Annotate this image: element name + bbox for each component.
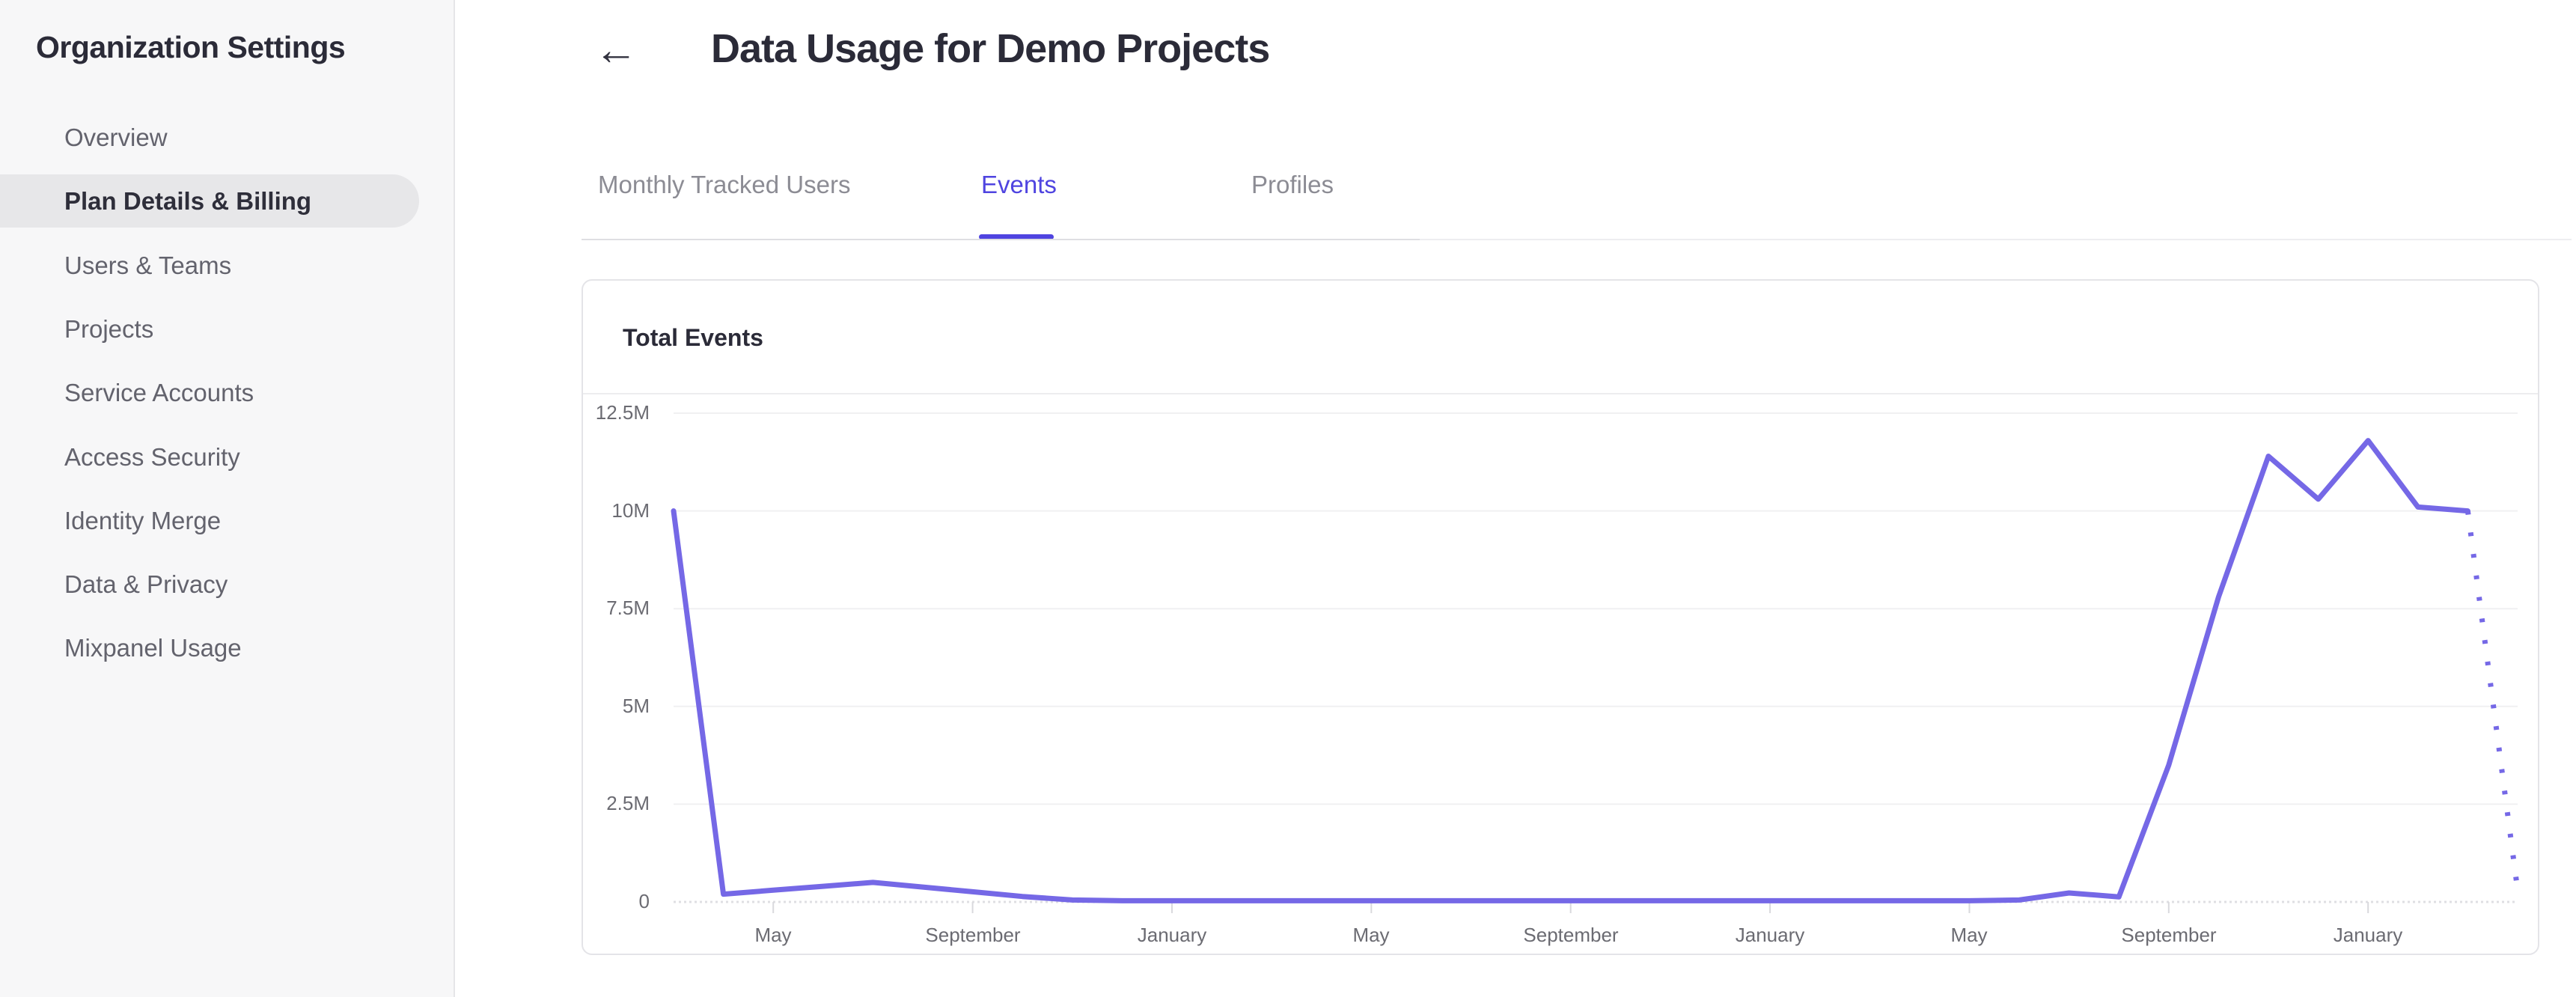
y-axis-label: 10M xyxy=(611,499,650,522)
sidebar-item-active[interactable]: Plan Details & Billing xyxy=(0,174,419,228)
sidebar-item[interactable]: Users & Teams xyxy=(0,239,419,292)
sidebar-item-label: Users & Teams xyxy=(64,251,232,279)
tab-bar-divider xyxy=(582,239,1420,240)
card-header: Total Events xyxy=(583,281,2538,393)
sidebar-item-label: Projects xyxy=(64,314,154,343)
content-divider xyxy=(1420,239,2572,240)
sidebar-item[interactable]: Data & Privacy xyxy=(0,558,419,611)
sidebar-item[interactable]: Overview xyxy=(0,111,419,164)
y-axis-label: 12.5M xyxy=(595,401,650,424)
back-arrow-icon[interactable]: ← xyxy=(594,25,638,74)
events-usage-chart[interactable]: 12.5M 10M 7.5M 5M 2.5M 0 May September January Ma… xyxy=(582,391,2539,955)
x-axis-label: January xyxy=(1735,924,1805,946)
sidebar-item[interactable]: Service Accounts xyxy=(0,366,419,419)
sidebar-item[interactable]: Projects xyxy=(0,302,419,356)
sidebar-item-label: Access Security xyxy=(64,442,240,471)
card-header-divider xyxy=(583,393,2538,394)
sidebar: Organization Settings Overview Plan Deta… xyxy=(0,0,455,997)
x-axis-label: January xyxy=(1137,924,1207,946)
x-axis-label: September xyxy=(925,924,1021,946)
sidebar-title: Organization Settings xyxy=(36,30,346,64)
tab[interactable]: Profiles xyxy=(1251,171,1334,198)
sidebar-item-label: Overview xyxy=(64,123,168,151)
x-axis-label: May xyxy=(1352,924,1390,946)
sidebar-item-label: Data & Privacy xyxy=(64,570,228,598)
sidebar-item-label: Mixpanel Usage xyxy=(64,633,242,662)
sidebar-item[interactable]: Mixpanel Usage xyxy=(0,621,419,674)
tab-active[interactable]: Events xyxy=(981,171,1057,198)
x-axis-label: May xyxy=(1950,924,1988,946)
y-axis-label: 7.5M xyxy=(606,597,650,619)
x-axis-label: May xyxy=(754,924,792,946)
total-events-line-chart[interactable] xyxy=(582,391,2539,955)
events-series-projected-line xyxy=(2464,510,2521,891)
events-series-line xyxy=(671,438,2470,903)
sidebar-item-label: Identity Merge xyxy=(64,506,222,534)
y-axis-label: 2.5M xyxy=(606,792,650,814)
active-tab-underline xyxy=(979,234,1054,240)
page-title: Data Usage for Demo Projects xyxy=(711,26,1270,71)
sidebar-item[interactable]: Identity Merge xyxy=(0,494,419,547)
y-axis-label: 5M xyxy=(622,695,650,717)
sidebar-item-label: Plan Details & Billing xyxy=(64,186,312,215)
tab[interactable]: Monthly Tracked Users xyxy=(598,171,851,198)
sidebar-item-label: Service Accounts xyxy=(64,378,254,406)
card-title: Total Events xyxy=(623,324,763,351)
x-axis-label: September xyxy=(1523,924,1619,946)
y-axis-label: 0 xyxy=(638,890,650,912)
x-axis-label: September xyxy=(2121,924,2217,946)
x-axis-label: January xyxy=(2333,924,2403,946)
sidebar-item[interactable]: Access Security xyxy=(0,430,419,484)
